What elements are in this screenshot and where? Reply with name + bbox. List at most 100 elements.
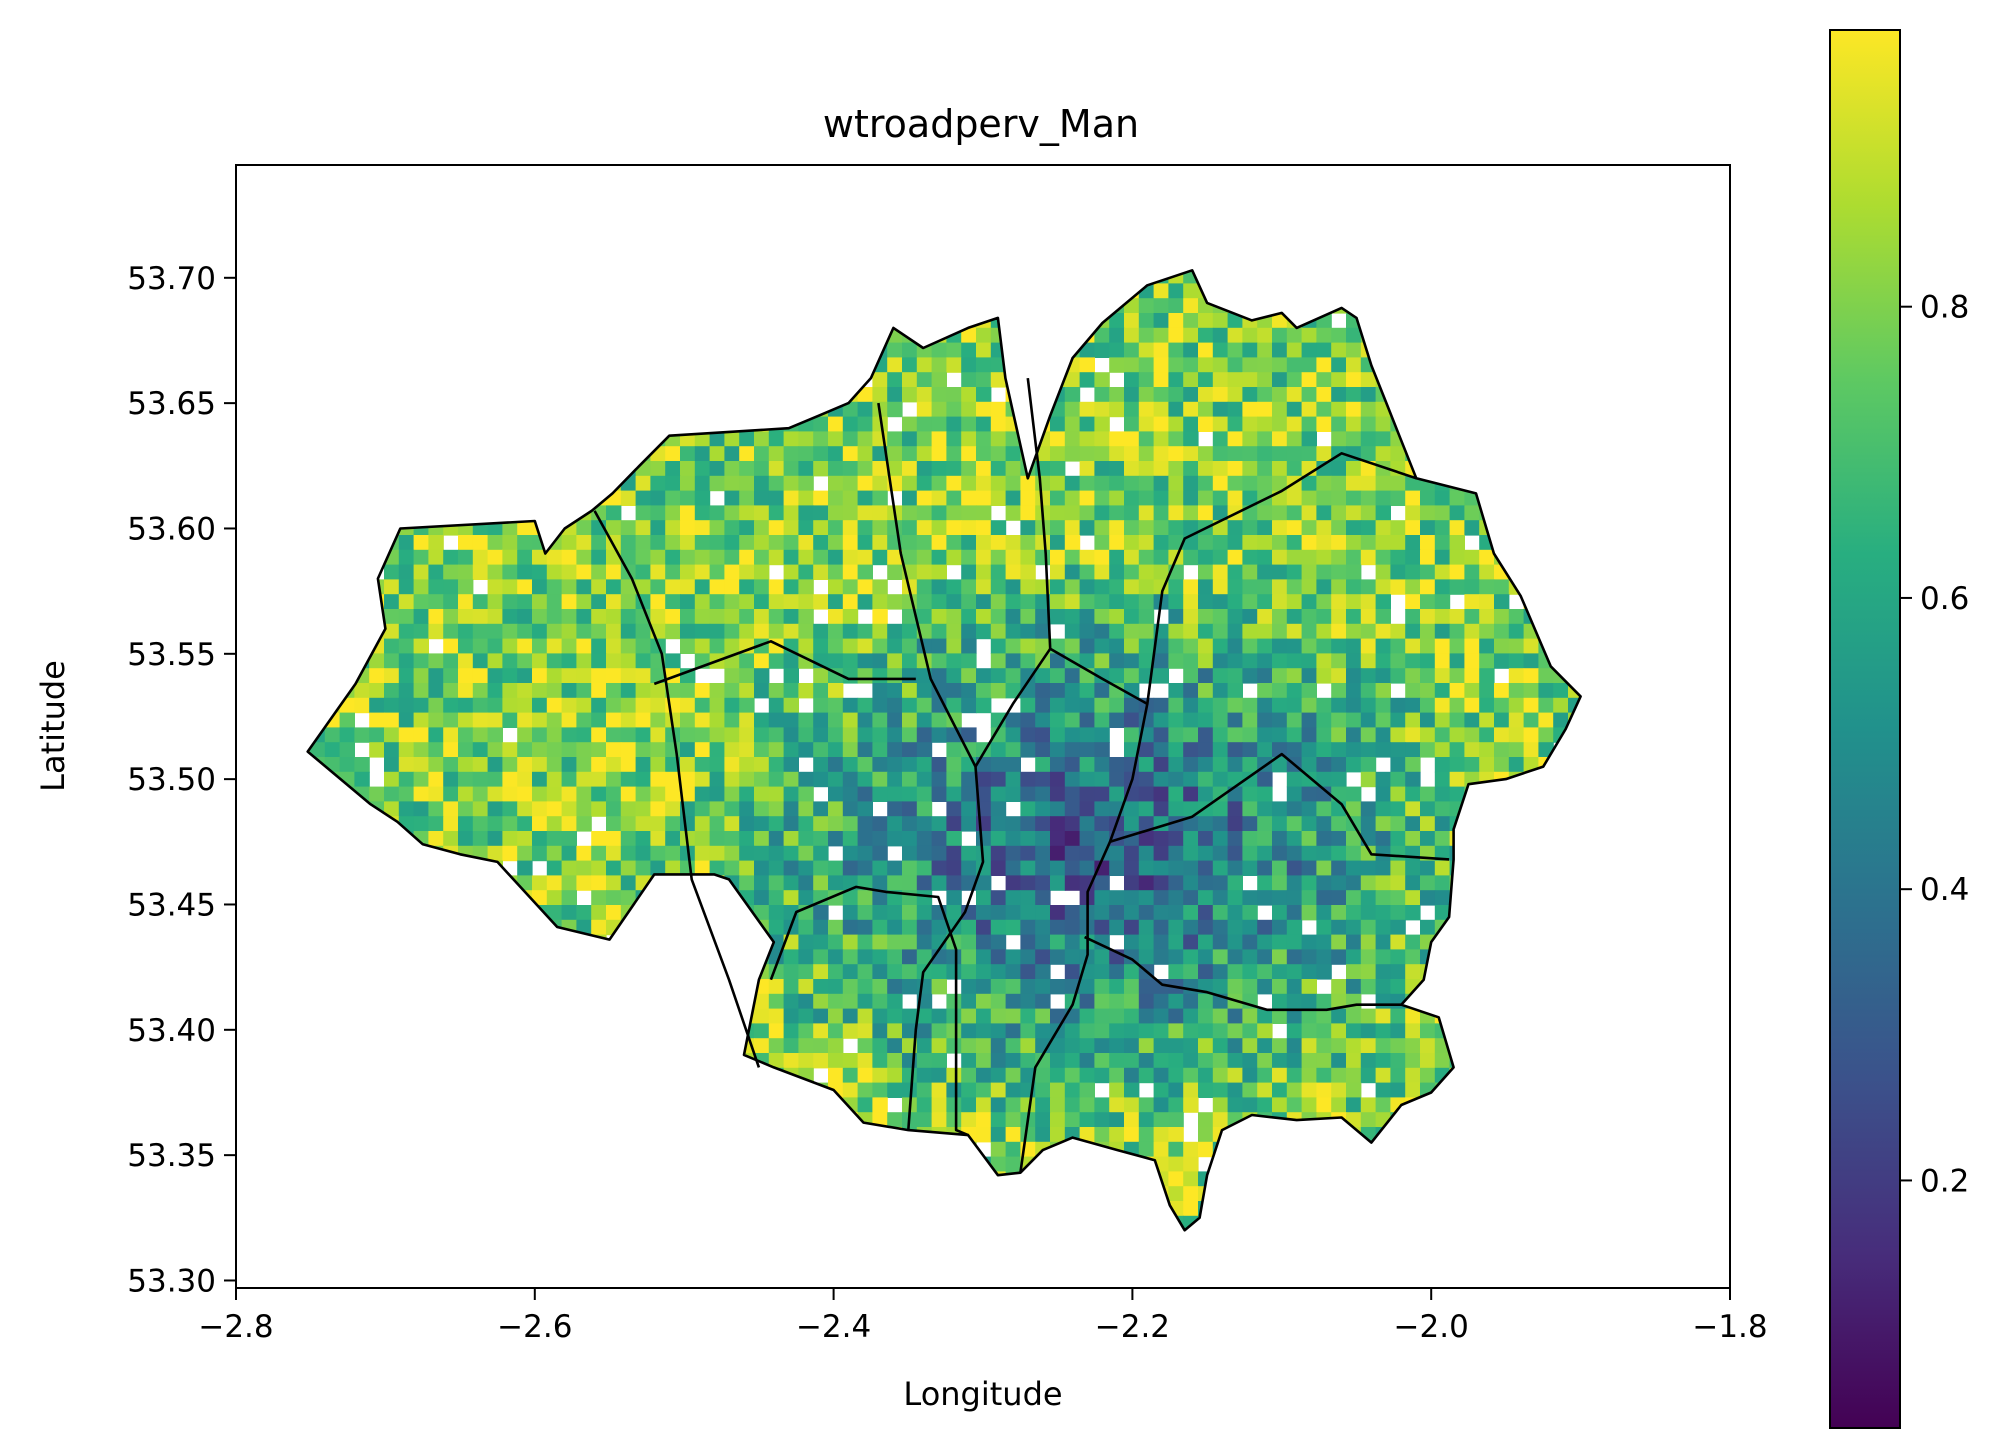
raster-cell (946, 905, 962, 921)
raster-cell (1153, 387, 1169, 403)
raster-cell (576, 609, 592, 625)
raster-cell (1272, 313, 1288, 329)
raster-cell (472, 446, 489, 462)
raster-cell (1183, 535, 1199, 551)
raster-cell (1316, 342, 1332, 358)
raster-cell (1286, 653, 1303, 669)
raster-cell (665, 224, 680, 239)
raster-cell (1153, 845, 1169, 862)
raster-cell (325, 224, 340, 239)
raster-cell (576, 564, 592, 580)
raster-cell (1005, 683, 1021, 699)
raster-cell (546, 712, 563, 728)
raster-cell (1583, 298, 1598, 313)
raster-cell (1598, 653, 1613, 668)
raster-cell (1301, 387, 1317, 403)
raster-cell (931, 505, 947, 521)
raster-cell (1642, 328, 1657, 343)
raster-cell (1553, 195, 1568, 210)
raster-cell (1198, 505, 1214, 521)
raster-cell (1094, 239, 1109, 254)
raster-cell (754, 727, 770, 743)
raster-cell (1301, 270, 1317, 284)
raster-cell (1183, 890, 1199, 906)
raster-cell (1242, 831, 1258, 847)
raster-cell (1079, 490, 1095, 506)
raster-cell (1050, 357, 1066, 373)
raster-cell (665, 270, 681, 284)
raster-cell (502, 327, 518, 344)
raster-cell (1316, 446, 1332, 462)
raster-cell (1257, 638, 1273, 654)
raster-cell (1508, 298, 1525, 314)
raster-cell (369, 919, 385, 936)
raster-cell (842, 475, 859, 492)
raster-cell (1257, 609, 1273, 625)
raster-cell (398, 890, 415, 906)
raster-cell (398, 623, 415, 640)
raster-cell (280, 698, 295, 713)
raster-cell (739, 254, 754, 269)
raster-cell (1568, 401, 1581, 418)
raster-cell (339, 490, 355, 506)
raster-cell (1257, 165, 1272, 180)
raster-cell (562, 254, 577, 269)
raster-cell (976, 195, 991, 210)
raster-cell (1050, 224, 1065, 239)
raster-cell (443, 239, 458, 254)
raster-cell (1523, 653, 1539, 669)
raster-cell (398, 653, 415, 669)
raster-cell (339, 831, 355, 847)
raster-cell (443, 742, 459, 758)
raster-cell (680, 594, 696, 610)
raster-cell (1434, 387, 1451, 403)
raster-cell (1420, 461, 1436, 477)
raster-cell (902, 431, 918, 447)
raster-cell (783, 357, 799, 373)
raster-cell (1168, 609, 1184, 625)
raster-cell (428, 431, 444, 447)
raster-cell (1375, 327, 1391, 344)
raster-cell (1701, 816, 1716, 831)
raster-cell (1568, 623, 1581, 640)
raster-cell (843, 165, 858, 180)
raster-cell (324, 505, 341, 521)
raster-cell (1242, 180, 1257, 195)
raster-cell (398, 668, 415, 684)
raster-cell (1390, 270, 1406, 284)
raster-cell (1553, 697, 1569, 714)
raster-cell (591, 712, 607, 728)
raster-cell (384, 771, 400, 788)
raster-cell (325, 254, 340, 269)
raster-cell (1079, 461, 1095, 477)
raster-cell (1079, 270, 1095, 284)
raster-cell (1153, 327, 1169, 344)
raster-cell (1434, 801, 1451, 817)
raster-cell (694, 535, 711, 551)
raster-cell (976, 919, 992, 936)
raster-cell (1508, 668, 1525, 684)
raster-cell (307, 638, 311, 654)
raster-cell (650, 327, 666, 344)
raster-cell (354, 919, 370, 936)
raster-cell (591, 475, 607, 492)
raster-cell (1064, 697, 1081, 714)
raster-cell (1286, 668, 1303, 684)
raster-cell (1657, 476, 1672, 491)
raster-cell (783, 801, 799, 817)
raster-cell (1331, 609, 1347, 625)
raster-cell (1124, 461, 1140, 477)
raster-cell (310, 520, 326, 536)
raster-cell (324, 372, 341, 388)
raster-cell (369, 254, 384, 269)
raster-cell (458, 653, 474, 669)
raster-cell (1153, 416, 1169, 432)
raster-cell (620, 742, 637, 758)
raster-cell (1420, 919, 1436, 936)
raster-cell (1153, 742, 1169, 758)
raster-cell (502, 683, 518, 699)
raster-cell (709, 697, 725, 714)
raster-cell (1479, 254, 1494, 269)
raster-cell (1005, 357, 1021, 373)
raster-cell (1005, 564, 1021, 580)
